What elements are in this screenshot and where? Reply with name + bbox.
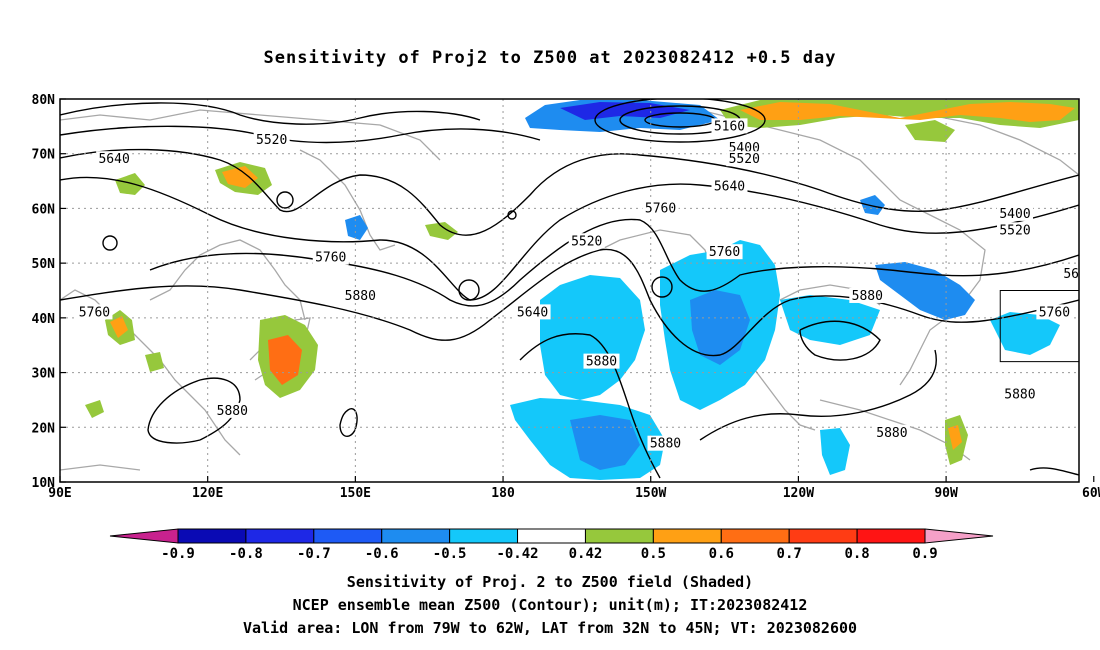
- lat-tick-label: 50N: [32, 257, 56, 272]
- colorbar-label: -0.7: [297, 546, 331, 562]
- colorbar-label: -0.8: [229, 546, 263, 562]
- lat-tick-label: 10N: [32, 476, 56, 491]
- colorbar-segment: [517, 528, 586, 544]
- contour-label: 5760: [315, 251, 346, 266]
- colorbar-segment: [584, 528, 654, 544]
- contour-label: 5880: [852, 289, 883, 304]
- contour-label: 5880: [1004, 387, 1035, 402]
- colorbar-label: 0.42: [569, 546, 603, 562]
- lon-tick-label: 60W: [1082, 486, 1100, 501]
- longitude-tick-labels: 90E 120E 150E 180 150W 120W 90W 60W: [48, 476, 1100, 501]
- lat-tick-label: 20N: [32, 421, 56, 436]
- contour-label: 5520: [729, 152, 760, 167]
- contour-label: 5880: [876, 426, 907, 441]
- colorbar-label: 0.5: [641, 546, 666, 562]
- colorbar: -0.9 -0.8 -0.7 -0.6 -0.5 -0.42 0.42 0.5 0.6 0.7 0.…: [109, 528, 994, 562]
- lat-tick-label: 60N: [32, 202, 56, 217]
- colorbar-label: -0.5: [433, 546, 467, 562]
- contour-label: 5640: [517, 305, 548, 320]
- colorbar-label: 0.9: [912, 546, 937, 562]
- contour-label: 5880: [345, 289, 376, 304]
- contour-label-bg: [1001, 386, 1038, 402]
- contour-label: 5760: [79, 305, 110, 320]
- contour-label: 5880: [217, 404, 248, 419]
- colorbar-segment: [652, 528, 722, 544]
- colorbar-segment: [245, 528, 315, 544]
- lon-tick-label: 150E: [340, 486, 371, 501]
- contour-label-bg: [711, 178, 748, 194]
- contour-label-bg: [706, 244, 743, 260]
- contour-label-bg: [76, 304, 113, 320]
- contour-label-bg: [997, 222, 1034, 238]
- lon-tick-label: 90W: [934, 486, 958, 501]
- colorbar-low-extend: [109, 528, 179, 544]
- contour-label: 5880: [650, 437, 681, 452]
- lon-tick-label: 90E: [48, 486, 71, 501]
- contour-label: 5640: [98, 152, 129, 167]
- z500-contours: [60, 99, 1079, 479]
- contour-label-bg: [583, 353, 620, 369]
- contour-label-bg: [647, 435, 684, 451]
- contour-label-bg: [253, 132, 290, 148]
- colorbar-segment: [449, 528, 519, 544]
- colorbar-segment: [313, 528, 383, 544]
- lon-tick-label: 150W: [635, 486, 666, 501]
- contour-label-bg: [1036, 304, 1073, 320]
- colorbar-label: 0.6: [709, 546, 734, 562]
- contour-label: 5640: [1063, 267, 1094, 282]
- contour-label-bg: [568, 233, 605, 249]
- lat-tick-label: 70N: [32, 148, 56, 163]
- contour-label: 5520: [256, 133, 287, 148]
- lat-tick-label: 30N: [32, 367, 56, 382]
- footer-valid-area: Valid area: LON from 79W to 62W, LAT fro…: [242, 619, 858, 637]
- footer-shading-description: Sensitivity of Proj. 2 to Z500 field (Sh…: [346, 573, 754, 591]
- contour-label: 5760: [709, 245, 740, 260]
- contour-label-bg: [96, 151, 133, 167]
- contour-label: 5640: [714, 180, 745, 195]
- lat-lon-grid: [60, 99, 1079, 482]
- map-frame: [59, 98, 1080, 483]
- map-title: Sensitivity of Proj2 to Z500 at 20230824…: [263, 48, 837, 68]
- contour-label-bg: [312, 249, 349, 265]
- colorbar-segment: [856, 528, 926, 544]
- lat-tick-label: 40N: [32, 312, 56, 327]
- colorbar-label: 0.7: [777, 546, 802, 562]
- contour-label-bg: [849, 287, 886, 303]
- colorbar-label: -0.6: [365, 546, 399, 562]
- contour-label-bg: [514, 304, 551, 320]
- contour-label: 5760: [1039, 305, 1070, 320]
- contour-label-bg: [873, 424, 910, 440]
- lon-tick-label: 180: [491, 486, 515, 501]
- lat-tick-label: 80N: [32, 93, 56, 108]
- contour-label-bg: [214, 402, 251, 418]
- contour-label: 5880: [586, 355, 617, 370]
- lon-tick-label: 120E: [192, 486, 223, 501]
- contour-label-bg: [997, 205, 1034, 221]
- contour-label: 5520: [571, 234, 602, 249]
- colorbar-label: -0.42: [496, 546, 538, 562]
- sensitivity-shading: [85, 100, 1079, 480]
- contour-label: 5400: [999, 207, 1030, 222]
- colorbar-segment: [177, 528, 247, 544]
- footer-contour-description: NCEP ensemble mean Z500 (Contour); unit(…: [292, 596, 808, 614]
- colorbar-segment: [381, 528, 451, 544]
- colorbar-segment: [720, 528, 790, 544]
- latitude-tick-labels: 10N 20N 30N 40N 50N 60N 70N 80N: [32, 93, 66, 491]
- colorbar-label: -0.9: [161, 546, 195, 562]
- contour-label: 5160: [714, 119, 745, 134]
- contour-label-bg: [1061, 266, 1079, 282]
- contour-label: 5760: [645, 201, 676, 216]
- colorbar-segment: [788, 528, 858, 544]
- contour-label-bg: [726, 151, 763, 167]
- lon-tick-label: 120W: [783, 486, 814, 501]
- valid-area-box: [999, 290, 1079, 363]
- contour-label: 5520: [999, 223, 1030, 238]
- contour-label-bg: [642, 200, 679, 216]
- contour-label-bg: [711, 118, 748, 134]
- contour-label-bg: [342, 287, 379, 303]
- colorbar-label: 0.8: [844, 546, 869, 562]
- colorbar-high-extend: [924, 528, 994, 544]
